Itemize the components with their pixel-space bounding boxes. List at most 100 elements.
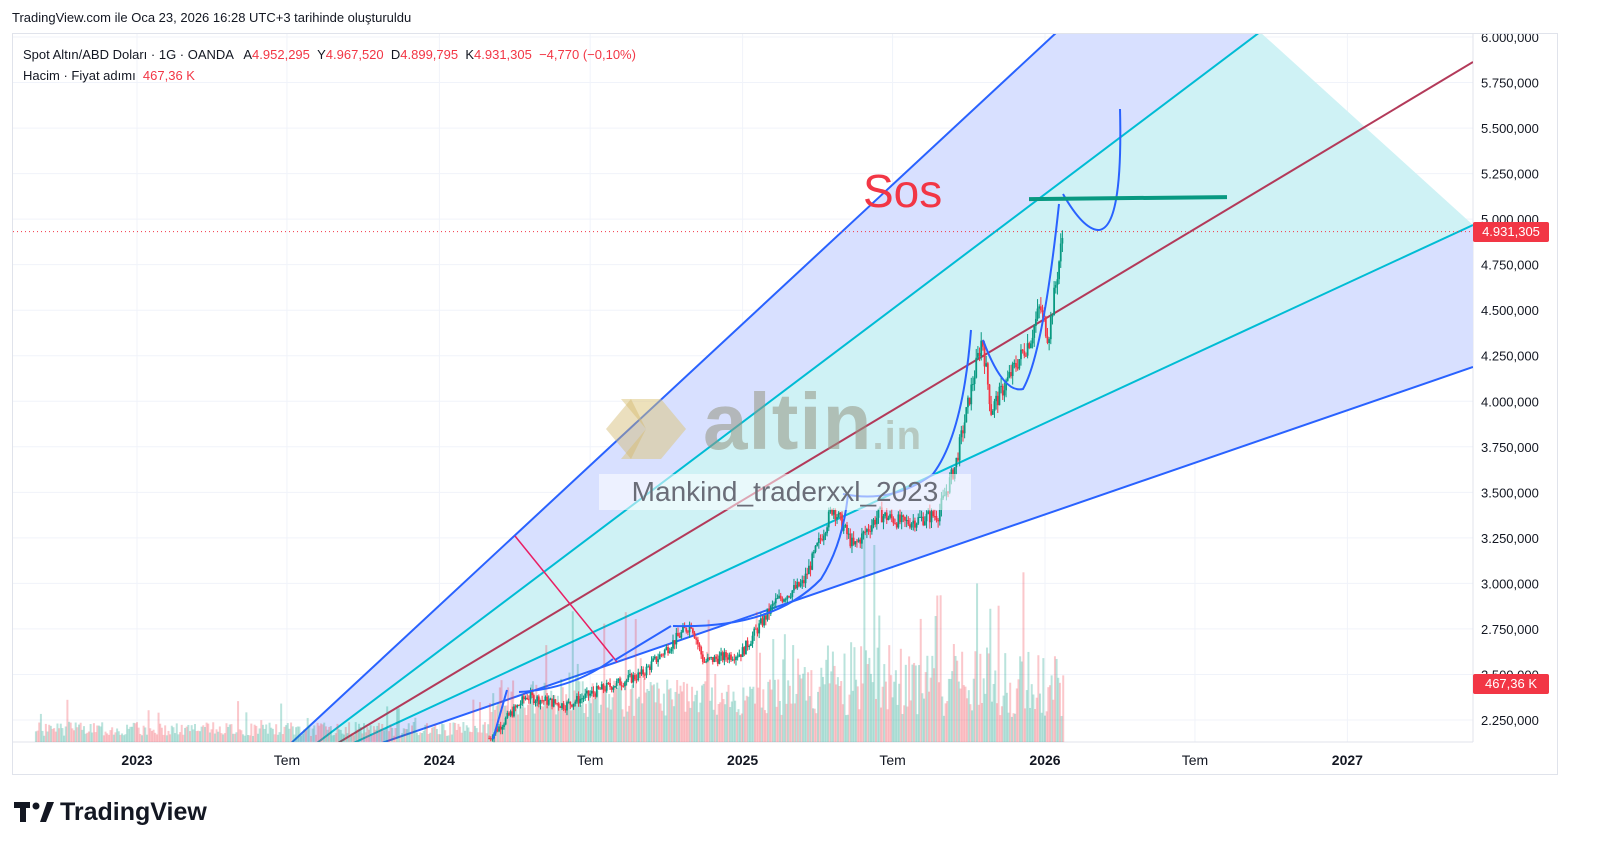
volume-bar xyxy=(898,683,901,742)
sos-annotation[interactable]: Sos xyxy=(863,165,943,217)
volume-bar xyxy=(131,726,134,742)
volume-bar xyxy=(777,679,780,742)
volume-bar xyxy=(326,729,329,742)
volume-bar xyxy=(301,733,304,742)
volume-bar xyxy=(251,735,254,742)
volume-bar xyxy=(242,734,245,742)
legend-volume-label[interactable]: Hacim · Fiyat adımı xyxy=(23,68,136,83)
volume-bar xyxy=(787,680,790,742)
volume-bar xyxy=(601,688,604,742)
volume-bar xyxy=(649,682,652,742)
candle-body xyxy=(832,510,835,515)
candle-body xyxy=(604,689,606,691)
volume-bar xyxy=(222,734,225,742)
candle-body xyxy=(682,626,684,633)
candle-body xyxy=(965,407,968,423)
volume-bar xyxy=(99,726,102,742)
volume-bar xyxy=(714,674,717,742)
candle-body xyxy=(595,686,598,697)
candle-body xyxy=(590,690,593,694)
volume-bar xyxy=(1050,675,1053,742)
candle-body xyxy=(566,702,568,711)
volume-bar xyxy=(336,723,339,742)
volume-bar xyxy=(525,715,528,742)
candle-body xyxy=(534,701,537,703)
y-tick-label: 3.500,000 xyxy=(1481,485,1539,500)
volume-bar xyxy=(737,709,740,742)
volume-bar xyxy=(210,729,213,742)
volume-bar xyxy=(575,677,578,742)
legend-symbol[interactable]: Spot Altın/ABD Doları · 1G · OANDA xyxy=(23,47,234,62)
candle-body xyxy=(675,632,678,645)
volume-bar xyxy=(865,650,868,742)
volume-bar xyxy=(175,723,178,742)
volume-bar xyxy=(437,734,440,742)
candle-body xyxy=(526,697,529,700)
volume-bar xyxy=(149,728,152,742)
candle-body xyxy=(990,404,993,415)
volume-bar xyxy=(566,699,569,742)
volume-bar xyxy=(644,692,647,742)
chart-pane[interactable]: 2.250,0002.500,0002.750,0003.000,0003.25… xyxy=(12,33,1558,775)
candle-body xyxy=(1061,238,1064,244)
volume-bar xyxy=(1029,707,1032,742)
candle-body xyxy=(804,573,807,584)
volume-bar xyxy=(883,664,886,742)
volume-bar xyxy=(64,726,67,742)
volume-bar xyxy=(367,729,370,742)
volume-bar xyxy=(51,728,54,742)
candle-body xyxy=(826,527,829,534)
candle-body xyxy=(736,656,739,658)
volume-bar xyxy=(134,723,137,742)
candle-body xyxy=(920,516,923,518)
candle-body xyxy=(574,701,577,704)
x-tick-label: 2024 xyxy=(424,752,455,768)
volume-bar xyxy=(624,612,627,742)
candle-body xyxy=(678,636,681,638)
candle-body xyxy=(499,726,502,730)
volume-bar xyxy=(283,726,286,742)
volume-bar xyxy=(92,723,95,742)
candle-body xyxy=(812,551,815,554)
volume-bar xyxy=(459,726,462,742)
volume-bar xyxy=(1055,658,1058,742)
candle-body xyxy=(821,539,824,541)
volume-bar xyxy=(384,728,387,742)
volume-bar xyxy=(1044,715,1046,742)
candle-body xyxy=(900,515,903,523)
candle-body xyxy=(774,598,777,604)
volume-bar xyxy=(493,709,496,742)
candle-body xyxy=(645,666,648,676)
volume-bar xyxy=(894,670,897,742)
volume-bar xyxy=(245,712,248,742)
candle-body xyxy=(720,652,722,656)
volume-bar xyxy=(899,648,902,742)
volume-bar xyxy=(261,724,264,742)
legend-close-label: K xyxy=(465,47,475,62)
volume-bar xyxy=(228,724,231,742)
candle-body xyxy=(711,657,714,662)
candle-body xyxy=(928,511,931,523)
candle-body xyxy=(1048,339,1051,343)
volume-bar xyxy=(878,615,881,742)
volume-bar xyxy=(195,731,198,742)
volume-bar xyxy=(701,685,704,742)
candle-body xyxy=(677,632,679,637)
candle-body xyxy=(864,531,867,533)
volume-bar xyxy=(981,702,984,742)
candle-body xyxy=(880,507,883,523)
volume-bar xyxy=(588,695,591,742)
brand-logo[interactable]: TradingView xyxy=(14,798,207,827)
candle-body xyxy=(844,524,847,527)
volume-bar xyxy=(475,728,478,742)
volume-bar xyxy=(1034,709,1037,742)
volume-bar xyxy=(39,713,42,742)
volume-bar xyxy=(202,725,205,742)
volume-bar xyxy=(1024,708,1027,742)
volume-bar xyxy=(662,693,665,742)
volume-bar xyxy=(145,734,148,742)
volume-bar xyxy=(63,735,66,742)
volume-bar xyxy=(225,723,228,742)
volume-bar xyxy=(654,702,657,742)
y-tick-label: 4.250,000 xyxy=(1481,349,1539,364)
